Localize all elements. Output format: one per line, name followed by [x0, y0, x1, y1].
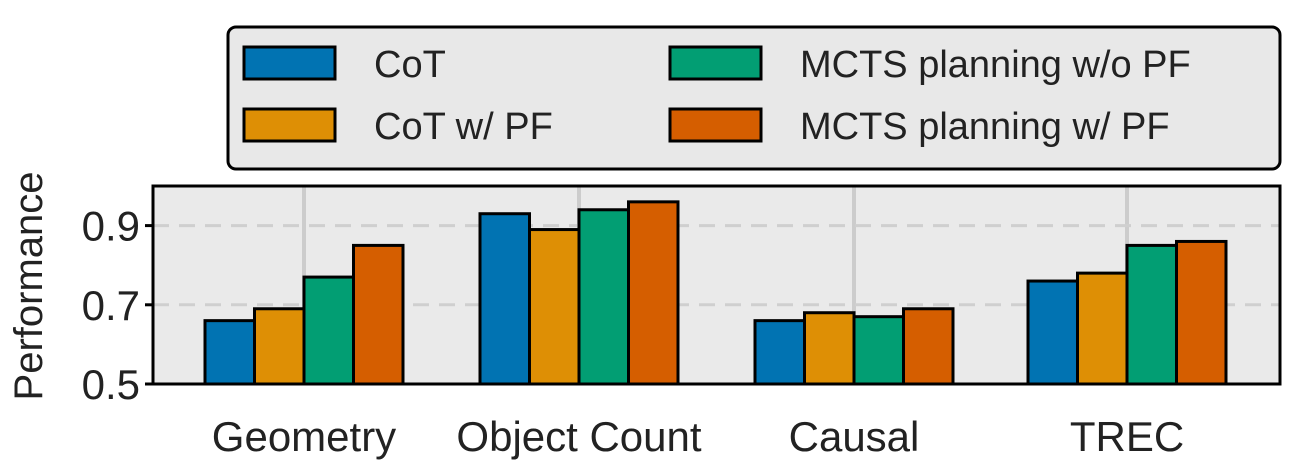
- bar: [803, 311, 856, 386]
- bar: [1175, 239, 1228, 386]
- bar: [1026, 279, 1079, 386]
- legend-swatch: [242, 45, 337, 81]
- legend-frame: [226, 25, 1282, 171]
- legend-label: MCTS planning w/o PF: [800, 44, 1191, 86]
- legend-label: MCTS planning w/ PF: [800, 106, 1170, 148]
- legend-label: CoT w/ PF: [374, 106, 553, 148]
- bar: [528, 228, 581, 386]
- bar: [1076, 271, 1129, 386]
- bar: [753, 319, 806, 386]
- bar: [302, 275, 355, 386]
- legend-swatch: [668, 107, 763, 143]
- bar: [627, 200, 680, 386]
- x-tick-label: Object Count: [456, 413, 701, 460]
- plot-area: [151, 184, 1282, 386]
- bar: [203, 319, 256, 386]
- y-axis-ticks: 0.5 0.7 0.9: [82, 203, 153, 408]
- x-tick-label: Geometry: [212, 413, 396, 460]
- y-tick-label: 0.7: [82, 282, 140, 329]
- bar: [253, 307, 306, 386]
- legend-label: CoT: [374, 44, 446, 86]
- bar: [852, 315, 905, 386]
- bar: [478, 212, 531, 386]
- legend: CoT CoT w/ PF MCTS planning w/o PF MCTS pla…: [226, 25, 1282, 171]
- bar: [577, 208, 630, 386]
- y-tick-label: 0.9: [82, 203, 140, 250]
- bar: [902, 307, 955, 386]
- bar: [1125, 243, 1178, 386]
- x-axis-ticks: Geometry Object Count Causal TREC: [212, 413, 1184, 460]
- legend-swatch: [668, 45, 763, 81]
- x-tick-label: TREC: [1070, 413, 1184, 460]
- x-tick-label: Causal: [789, 413, 920, 460]
- bars: [203, 200, 1228, 386]
- bar: [352, 243, 405, 386]
- y-tick-label: 0.5: [82, 361, 140, 408]
- y-axis-label: Performance: [7, 172, 51, 401]
- plot-frame: [151, 184, 1282, 386]
- legend-swatch: [242, 107, 337, 143]
